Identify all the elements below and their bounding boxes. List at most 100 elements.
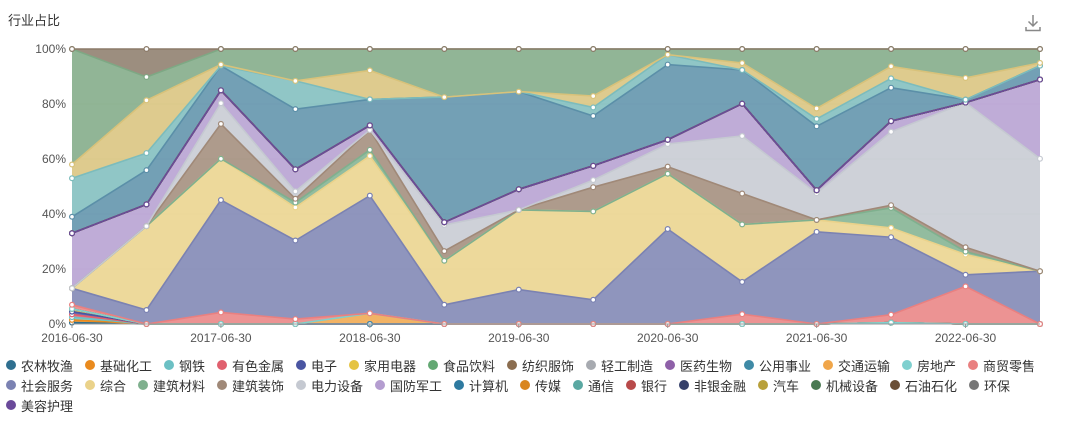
data-point — [366, 152, 373, 159]
data-point — [441, 219, 448, 226]
legend-item[interactable]: 建筑材料 — [138, 376, 205, 394]
legend-item[interactable]: 纺织服饰 — [507, 356, 574, 374]
legend-label: 环保 — [984, 378, 1011, 394]
legend-item[interactable]: 汽车 — [758, 376, 799, 394]
legend-item[interactable]: 电力设备 — [296, 376, 363, 394]
series-line-30 — [71, 63, 1041, 218]
download-button[interactable] — [1022, 12, 1044, 34]
legend-swatch — [573, 380, 583, 390]
legend-label: 轻工制造 — [601, 358, 654, 374]
legend-swatch — [968, 360, 978, 370]
legend-label: 计算机 — [469, 378, 509, 394]
legend-label: 电力设备 — [311, 378, 364, 394]
legend-label: 建筑材料 — [153, 378, 206, 394]
legend-item[interactable]: 基础化工 — [85, 356, 152, 374]
series-line-16 — [71, 148, 1041, 289]
legend-item[interactable]: 银行 — [626, 376, 667, 394]
legend-item[interactable]: 环保 — [969, 376, 1010, 394]
legend-item[interactable]: 通信 — [573, 376, 614, 394]
area-series — [72, 49, 1040, 324]
legend-swatch — [428, 360, 438, 370]
legend-swatch — [902, 360, 912, 370]
legend-item[interactable]: 传媒 — [520, 376, 561, 394]
legend-item[interactable]: 电子 — [296, 356, 337, 374]
legend-item[interactable]: 房地产 — [902, 356, 956, 374]
legend-item[interactable]: 石油石化 — [890, 376, 957, 394]
legend-item[interactable]: 非银金融 — [679, 376, 746, 394]
legend-swatch — [217, 360, 227, 370]
legend-item[interactable]: 钢铁 — [164, 356, 205, 374]
legend-item[interactable]: 综合 — [85, 376, 126, 394]
legend-label: 银行 — [641, 378, 668, 394]
data-point — [888, 45, 895, 52]
legend-label: 美容护理 — [21, 398, 74, 414]
legend-item[interactable]: 医药生物 — [665, 356, 732, 374]
legend-item[interactable]: 建筑装饰 — [217, 376, 284, 394]
data-point — [366, 45, 373, 52]
data-point — [888, 75, 895, 82]
legend-item[interactable]: 商贸零售 — [968, 356, 1035, 374]
data-point — [739, 311, 746, 318]
legend-item[interactable]: 社会服务 — [6, 376, 73, 394]
legend-swatch — [890, 380, 900, 390]
area-series-15 — [72, 155, 1040, 310]
legend-swatch — [626, 380, 636, 390]
data-point — [962, 96, 969, 103]
legend-label: 机械设备 — [826, 378, 879, 394]
data-point — [68, 213, 75, 220]
data-point — [888, 84, 895, 91]
data-point — [143, 201, 150, 208]
legend-item[interactable]: 美容护理 — [6, 396, 73, 414]
legend-swatch — [520, 380, 530, 390]
legend-label: 商贸零售 — [983, 358, 1036, 374]
data-point — [739, 221, 746, 228]
legend-swatch — [969, 380, 979, 390]
legend-label: 传媒 — [535, 378, 562, 394]
data-point — [590, 296, 597, 303]
data-point — [962, 271, 969, 278]
legend-item[interactable]: 计算机 — [454, 376, 508, 394]
data-point — [217, 100, 224, 107]
legend-label: 钢铁 — [179, 358, 206, 374]
data-point — [441, 45, 448, 52]
legend-label: 纺织服饰 — [522, 358, 575, 374]
data-point — [739, 190, 746, 197]
data-point — [962, 283, 969, 290]
legend-label: 国防军工 — [390, 378, 443, 394]
area-series-14 — [72, 195, 1040, 324]
data-point — [813, 123, 820, 130]
data-point — [217, 197, 224, 204]
legend-item[interactable]: 交通运输 — [823, 356, 890, 374]
data-point — [739, 132, 746, 139]
legend-item[interactable]: 国防军工 — [375, 376, 442, 394]
legend-item[interactable]: 机械设备 — [811, 376, 878, 394]
download-icon — [1025, 15, 1041, 32]
legend-label: 农林牧渔 — [21, 358, 74, 374]
data-point — [68, 175, 75, 182]
data-point — [739, 60, 746, 67]
data-point — [143, 167, 150, 174]
data-point — [590, 184, 597, 191]
legend-label: 房地产 — [917, 358, 957, 374]
data-point — [217, 155, 224, 162]
legend-label: 石油石化 — [905, 378, 958, 394]
legend-item[interactable]: 农林牧渔 — [6, 356, 73, 374]
data-point — [366, 122, 373, 129]
legend-item[interactable]: 家用电器 — [349, 356, 416, 374]
data-point — [739, 278, 746, 285]
legend-item[interactable]: 轻工制造 — [586, 356, 653, 374]
legend-item[interactable]: 食品饮料 — [428, 356, 495, 374]
y-tick-label: 20% — [42, 262, 66, 276]
legend-item[interactable]: 公用事业 — [744, 356, 811, 374]
legend-swatch — [217, 380, 227, 390]
legend-label: 公用事业 — [759, 358, 812, 374]
data-point — [813, 228, 820, 235]
data-point — [68, 161, 75, 168]
data-point — [143, 150, 150, 157]
legend-label: 社会服务 — [21, 378, 74, 394]
data-point — [68, 45, 75, 52]
data-point — [888, 224, 895, 231]
data-point — [590, 45, 597, 52]
legend-swatch — [811, 380, 821, 390]
legend-item[interactable]: 有色金属 — [217, 356, 284, 374]
